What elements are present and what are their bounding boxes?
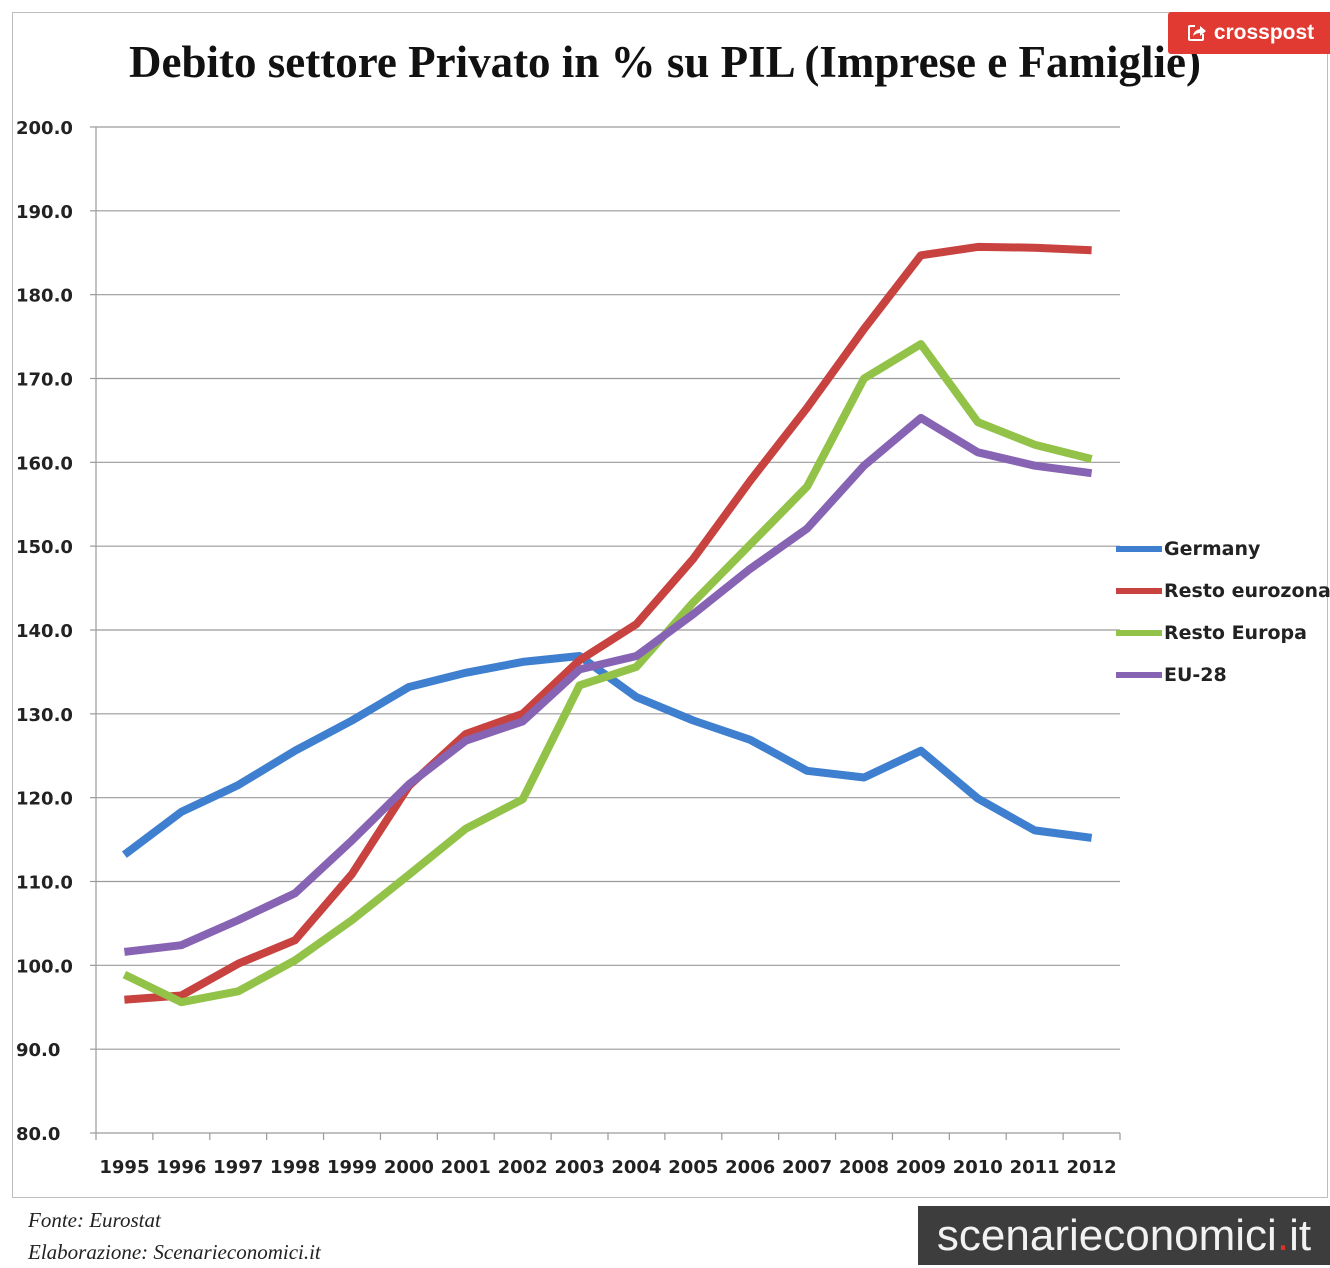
y-tick-label: 160.0 [16, 453, 73, 474]
legend-item: Resto eurozona [1116, 570, 1330, 612]
x-tick-label: 1997 [213, 1157, 263, 1178]
footer-source: Fonte: Eurostat Elaborazione: Scenarieco… [28, 1204, 321, 1268]
chart-title: Debito settore Privato in % su PIL (Impr… [129, 37, 1201, 87]
series-line-resto-europa [122, 340, 1093, 1007]
x-tick-label: 1999 [327, 1157, 377, 1178]
legend-swatch [1116, 630, 1162, 636]
series-line-eu-28 [123, 413, 1093, 956]
y-tick-label: 190.0 [16, 202, 73, 223]
x-tick-label: 2012 [1067, 1157, 1117, 1178]
y-tick-label: 100.0 [16, 956, 73, 977]
y-tick-label: 180.0 [16, 286, 73, 307]
x-tick-label: 2011 [1010, 1157, 1060, 1178]
elaboration-text: Elaborazione: Scenarieconomici.it [28, 1240, 321, 1264]
legend-item: Germany [1116, 528, 1330, 570]
x-tick-label: 2008 [839, 1157, 889, 1178]
crosspost-label: crosspost [1213, 21, 1315, 44]
legend-label: Resto eurozona [1164, 580, 1330, 602]
share-arrow-icon [1187, 25, 1206, 41]
x-tick-label: 2005 [668, 1157, 718, 1178]
series-lines [121, 242, 1093, 1007]
x-tick-label: 2004 [611, 1157, 661, 1178]
x-tick-label: 2009 [896, 1157, 946, 1178]
y-tick-label: 140.0 [16, 621, 73, 642]
x-tick-label: 1996 [156, 1157, 206, 1178]
legend-swatch [1116, 672, 1162, 678]
y-tick-label: 170.0 [16, 370, 73, 391]
legend-label: EU-28 [1164, 664, 1227, 686]
source-text: Fonte: Eurostat [28, 1208, 161, 1232]
y-tick-label: 110.0 [16, 873, 73, 894]
y-tick-label: 200.0 [16, 118, 73, 139]
legend-item: EU-28 [1116, 654, 1330, 696]
x-tick-label: 2001 [441, 1157, 491, 1178]
brand-name: scenarieconomici [936, 1210, 1277, 1260]
x-tick-label: 1995 [99, 1157, 149, 1178]
x-tick-label: 2002 [498, 1157, 548, 1178]
legend-label: Resto Europa [1164, 622, 1307, 644]
y-tick-label: 130.0 [16, 705, 73, 726]
series-line-resto-eurozona [124, 242, 1092, 1004]
y-tick-label: 90.0 [16, 1040, 60, 1061]
y-tick-label: 120.0 [16, 789, 73, 810]
chart-legend: Germany Resto eurozona Resto Europa EU-28 [1116, 528, 1330, 696]
y-tick-label: 150.0 [16, 537, 73, 558]
x-tick-label: 2010 [953, 1157, 1003, 1178]
chart-frame [12, 12, 1328, 1198]
x-tick-label: 1998 [270, 1157, 320, 1178]
x-tick-label: 2006 [725, 1157, 775, 1178]
axes: 200.0 190.0 180.0 170.0 160.0 150.0 140.0 130.0… [16, 118, 1121, 1178]
legend-label: Germany [1164, 538, 1261, 560]
crosspost-badge[interactable]: crosspost [1168, 12, 1330, 54]
legend-item: Resto Europa [1116, 612, 1330, 654]
x-tick-label: 2007 [782, 1157, 832, 1178]
x-tick-label: 2003 [555, 1157, 605, 1178]
x-tick-label: 2000 [384, 1157, 434, 1178]
y-tick-label: 80.0 [16, 1124, 60, 1145]
legend-swatch [1116, 546, 1162, 552]
brand-tld: it [1289, 1210, 1312, 1260]
brand-dot: . [1276, 1210, 1290, 1260]
series-line-germany [121, 652, 1093, 858]
legend-swatch [1116, 588, 1162, 594]
brand-logo[interactable]: scenarieconomici. it [918, 1206, 1330, 1265]
